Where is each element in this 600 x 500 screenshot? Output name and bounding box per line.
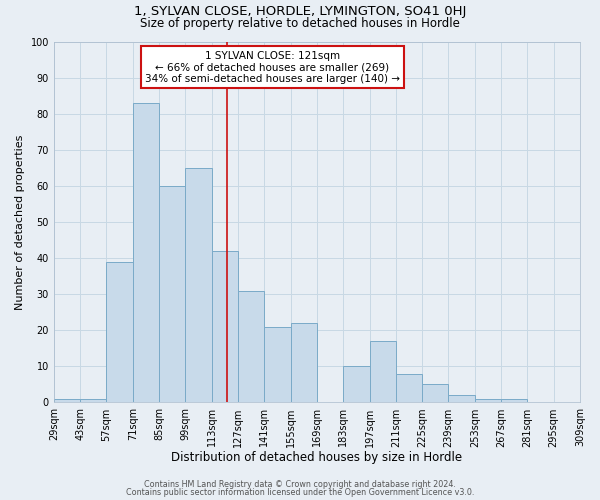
Text: Size of property relative to detached houses in Hordle: Size of property relative to detached ho… [140, 18, 460, 30]
Bar [80, 399, 106, 402]
Bar [133, 103, 159, 403]
Bar [106, 262, 133, 402]
Text: Contains HM Land Registry data © Crown copyright and database right 2024.: Contains HM Land Registry data © Crown c… [144, 480, 456, 489]
Text: Contains public sector information licensed under the Open Government Licence v3: Contains public sector information licen… [126, 488, 474, 497]
Bar [290, 323, 317, 402]
Bar [370, 341, 396, 402]
Bar [264, 326, 290, 402]
Y-axis label: Number of detached properties: Number of detached properties [15, 134, 25, 310]
Bar [159, 186, 185, 402]
Bar [396, 374, 422, 402]
Bar [54, 399, 80, 402]
Bar [475, 399, 501, 402]
Bar [422, 384, 448, 402]
Bar [185, 168, 212, 402]
Bar [501, 399, 527, 402]
Bar [238, 290, 264, 403]
Bar [343, 366, 370, 402]
X-axis label: Distribution of detached houses by size in Hordle: Distribution of detached houses by size … [172, 451, 463, 464]
Bar [448, 396, 475, 402]
Bar [212, 251, 238, 402]
Text: 1, SYLVAN CLOSE, HORDLE, LYMINGTON, SO41 0HJ: 1, SYLVAN CLOSE, HORDLE, LYMINGTON, SO41… [134, 5, 466, 18]
Text: 1 SYLVAN CLOSE: 121sqm
← 66% of detached houses are smaller (269)
34% of semi-de: 1 SYLVAN CLOSE: 121sqm ← 66% of detached… [145, 50, 400, 84]
